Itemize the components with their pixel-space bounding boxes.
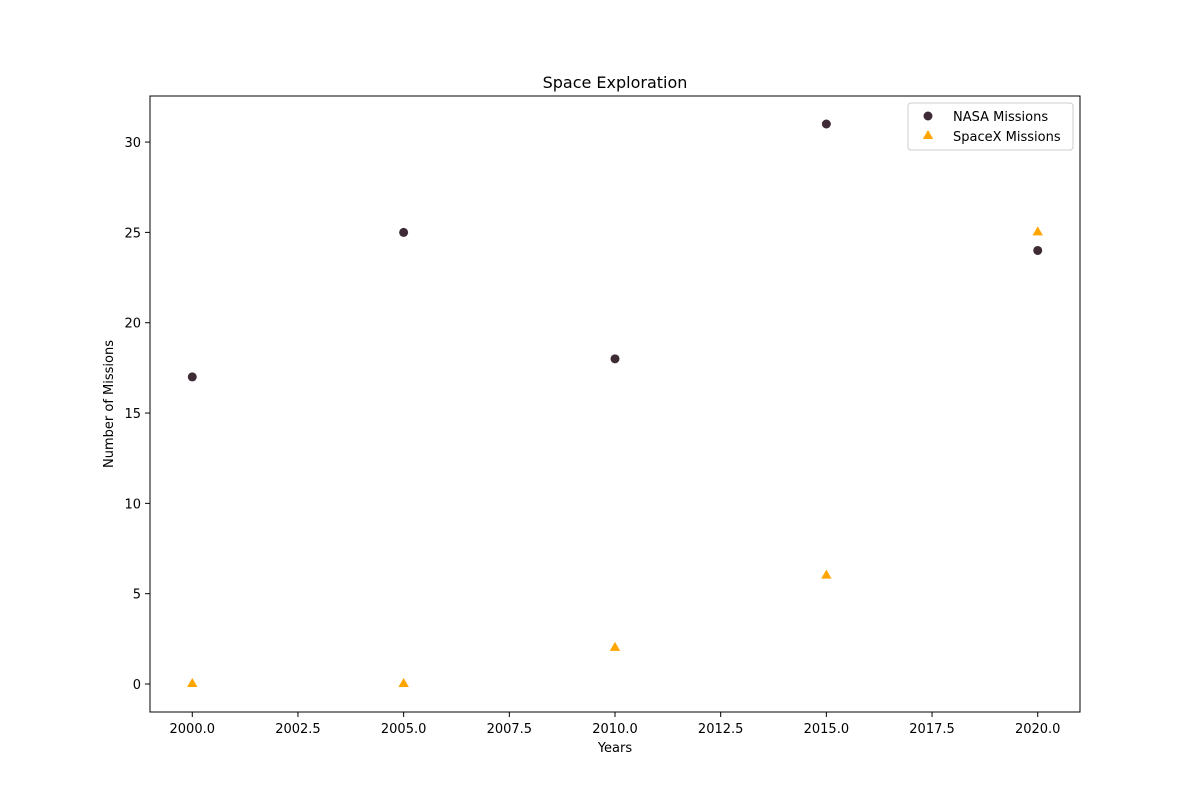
x-tick-label: 2015.0 [804, 722, 850, 737]
y-tick-label: 15 [124, 407, 141, 422]
spacex-point [821, 569, 832, 579]
nasa-point [399, 227, 409, 237]
nasa-point [821, 119, 831, 129]
plot-area [149, 95, 1081, 713]
nasa-legend-marker [923, 111, 933, 121]
y-tick-label: 10 [124, 497, 141, 512]
x-tick-label: 2005.0 [381, 722, 427, 737]
spacex-point [187, 678, 198, 687]
data-points [187, 119, 1043, 687]
x-tick-label: 2017.5 [909, 722, 955, 737]
nasa-point [1033, 245, 1043, 255]
nasa-point [187, 372, 197, 382]
x-tick-label: 2010.0 [592, 722, 638, 737]
y-axis: 0 5 10 15 20 25 30 [124, 136, 150, 693]
x-axis: 2000.0 2002.5 2005.0 2007.5 2010.0 2012.5 2015… [170, 712, 1061, 737]
legend-box [907, 102, 1074, 151]
spacex-legend-label: SpaceX Missions [953, 130, 1061, 145]
spacex-point [398, 678, 409, 687]
x-axis-title: Years [597, 741, 633, 756]
spacex-point [609, 641, 621, 651]
y-axis-title: Number of Missions [102, 340, 117, 468]
spacex-legend-marker [922, 130, 934, 139]
x-tick-label: 2020.0 [1015, 722, 1061, 737]
y-tick-label: 5 [133, 588, 141, 603]
x-tick-label: 2002.5 [275, 722, 321, 737]
x-tick-label: 2007.5 [487, 722, 533, 737]
x-tick-label: 2012.5 [698, 722, 744, 737]
legend: NASA Missions SpaceX Missions [907, 102, 1074, 151]
x-tick-label: 2000.0 [170, 722, 216, 737]
nasa-point [610, 354, 620, 364]
y-tick-label: 20 [124, 317, 141, 332]
chart-title: Space Exploration [543, 73, 688, 92]
y-tick-label: 25 [124, 226, 141, 241]
nasa-legend-label: NASA Missions [953, 110, 1048, 125]
spacex-point [1032, 226, 1043, 236]
y-tick-label: 0 [133, 678, 141, 693]
y-tick-label: 30 [124, 136, 141, 151]
